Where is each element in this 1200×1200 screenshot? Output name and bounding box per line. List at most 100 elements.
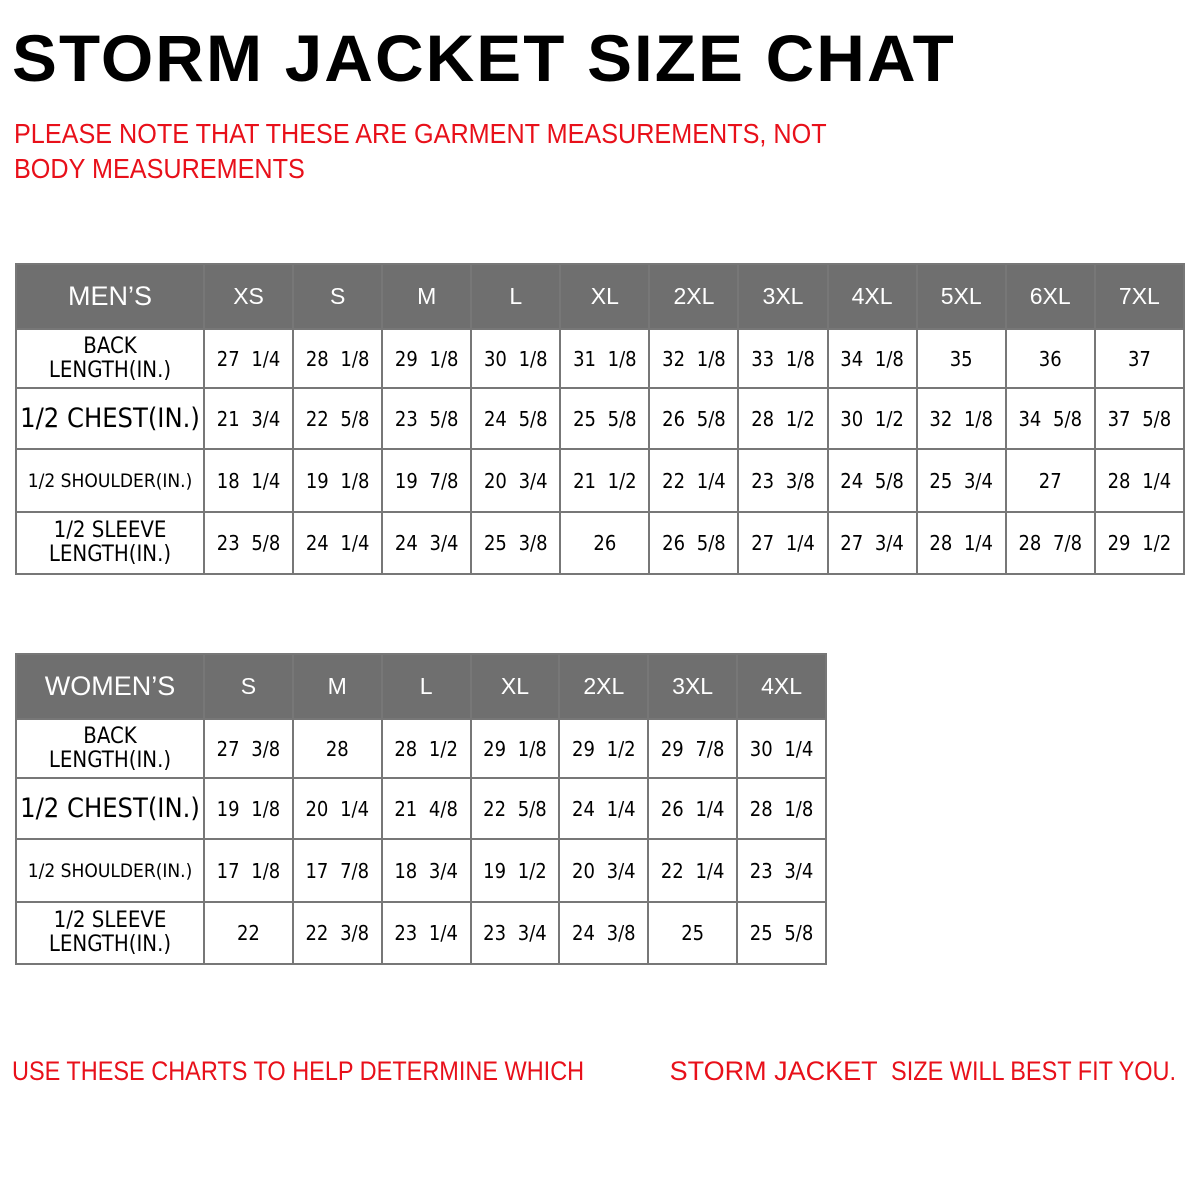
measurement-label: 1/2 SLEEVE LENGTH(IN.)	[15, 901, 205, 965]
measurement-value: 32 1/8	[915, 387, 1007, 450]
measurement-label: 1/2 SHOULDER(IN.)	[15, 448, 205, 513]
measurement-value: 34 5/8	[1004, 387, 1096, 450]
measurement-label: 1/2 CHEST(IN.)	[15, 777, 205, 840]
measurement-value: 27 1/4	[202, 328, 295, 389]
measurement-value: 28 7/8	[1004, 511, 1096, 575]
size-header: S	[203, 653, 294, 720]
measurement-value: 23 3/8	[737, 448, 829, 513]
table-corner-label: WOMEN’S	[15, 653, 205, 720]
size-header: 2XL	[558, 653, 650, 720]
table-row: 1/2 SLEEVE LENGTH(IN.) 22 22 3/8 23 1/4 23 3…	[15, 901, 827, 965]
size-header: XL	[559, 263, 651, 330]
measurement-value: 26	[559, 511, 651, 575]
measurement-value: 18 3/4	[380, 838, 472, 903]
measurement-value: 26 5/8	[648, 511, 740, 575]
table-row: 1/2 CHEST(IN.) 19 1/8 20 1/4 21 4/8 22 5/8 24…	[15, 777, 827, 840]
measurement-value: 24 3/8	[558, 901, 650, 965]
size-header: XL	[469, 653, 561, 720]
measurement-value: 29 7/8	[647, 718, 739, 779]
footer-text-end: SIZE WILL BEST FIT YOU.	[877, 1056, 1176, 1086]
measurement-value: 28	[291, 718, 383, 779]
measurement-value: 19 1/2	[469, 838, 561, 903]
measurement-value: 27 3/4	[826, 511, 918, 575]
measurement-value: 29 1/8	[381, 328, 473, 389]
measurement-label: 1/2 SHOULDER(IN.)	[15, 838, 205, 903]
table-row: 1/2 CHEST(IN.) 21 3/4 22 5/8 23 5/8 24 5/8 25…	[15, 387, 1186, 450]
measurement-value: 24 1/4	[292, 511, 384, 575]
measurement-value: 37 5/8	[1093, 387, 1186, 450]
measurement-value: 29 1/2	[1093, 511, 1186, 575]
measurement-value: 26 1/4	[647, 777, 739, 840]
measurement-value: 19 7/8	[381, 448, 473, 513]
measurement-value: 22	[203, 901, 294, 965]
measurement-value: 18 1/4	[202, 448, 295, 513]
measurement-label: BACK LENGTH(IN.)	[15, 328, 205, 389]
measurement-value: 28 1/4	[1093, 448, 1186, 513]
header-row: MEN’S XS S M L XL 2XL 3XL 4XL 5XL 6XL 7XL	[15, 263, 1186, 330]
measurement-value: 25 3/8	[470, 511, 562, 575]
mens-size-table: MEN’S XS S M L XL 2XL 3XL 4XL 5XL 6XL 7XL BACK LENGT…	[15, 263, 1186, 575]
measurement-value: 22 1/4	[648, 448, 740, 513]
footer-text-start: USE THESE CHARTS TO HELP DETERMINE WHICH	[12, 1056, 585, 1086]
measurement-value: 21 3/4	[202, 387, 295, 450]
measurement-label: BACK LENGTH(IN.)	[15, 718, 205, 779]
measurement-value: 34 1/8	[826, 328, 918, 389]
womens-size-table: WOMEN’S S M L XL 2XL 3XL 4XL BACK LENGTH(IN.) 27 …	[15, 653, 827, 965]
measurement-value: 26 5/8	[648, 387, 740, 450]
measurement-value: 30 1/8	[470, 328, 562, 389]
measurement-value: 22 3/8	[291, 901, 383, 965]
size-header: M	[291, 653, 383, 720]
measurement-value: 23 5/8	[381, 387, 473, 450]
size-header: 3XL	[647, 653, 739, 720]
measurement-value: 29 1/2	[558, 718, 650, 779]
size-header: 6XL	[1004, 263, 1096, 330]
measurement-value: 28 1/8	[292, 328, 384, 389]
size-header: L	[380, 653, 472, 720]
size-header: 4XL	[736, 653, 827, 720]
size-header: 3XL	[737, 263, 829, 330]
measurement-value: 33 1/8	[737, 328, 829, 389]
measurement-value: 22 5/8	[292, 387, 384, 450]
page-title: STORM JACKET SIZE CHAT	[12, 21, 956, 95]
measurement-value: 20 1/4	[291, 777, 383, 840]
size-header: 5XL	[915, 263, 1007, 330]
measurement-value: 30 1/4	[736, 718, 827, 779]
size-header: 2XL	[648, 263, 740, 330]
table-corner-label: MEN’S	[15, 263, 205, 330]
measurement-value: 24 5/8	[470, 387, 562, 450]
measurement-value: 21 1/2	[559, 448, 651, 513]
size-header: L	[470, 263, 562, 330]
measurement-value: 25 3/4	[915, 448, 1007, 513]
measurement-value: 25 5/8	[559, 387, 651, 450]
measurement-value: 23 1/4	[380, 901, 472, 965]
measurement-value: 28 1/4	[915, 511, 1007, 575]
measurement-value: 32 1/8	[648, 328, 740, 389]
measurement-value: 22 5/8	[469, 777, 561, 840]
measurement-value: 20 3/4	[558, 838, 650, 903]
footer-product-name: STORM JACKET	[669, 1056, 878, 1086]
measurement-value: 20 3/4	[470, 448, 562, 513]
table-row: BACK LENGTH(IN.) 27 3/8 28 28 1/2 29 1/8 29 1…	[15, 718, 827, 779]
table-row: 1/2 SHOULDER(IN.) 18 1/4 19 1/8 19 7/8 20 3/…	[15, 448, 1186, 513]
measurement-label: 1/2 CHEST(IN.)	[15, 387, 205, 450]
measurement-value: 24 1/4	[558, 777, 650, 840]
size-header: XS	[202, 263, 295, 330]
measurement-value: 30 1/2	[826, 387, 918, 450]
size-header: 7XL	[1093, 263, 1186, 330]
measurement-value: 37	[1093, 328, 1186, 389]
size-header: S	[292, 263, 384, 330]
size-header: 4XL	[826, 263, 918, 330]
measurement-value: 17 7/8	[291, 838, 383, 903]
footer-instruction: USE THESE CHARTS TO HELP DETERMINE WHICH…	[12, 1056, 1200, 1087]
measurement-value: 29 1/8	[469, 718, 561, 779]
measurement-value: 27 3/8	[203, 718, 294, 779]
table-row: BACK LENGTH(IN.) 27 1/4 28 1/8 29 1/8 30 1/8…	[15, 328, 1186, 389]
measurement-value: 19 1/8	[292, 448, 384, 513]
measurement-value: 27 1/4	[737, 511, 829, 575]
garment-measurement-note: PLEASE NOTE THAT THESE ARE GARMENT MEASU…	[14, 118, 827, 184]
measurement-value: 28 1/8	[736, 777, 827, 840]
measurement-value: 28 1/2	[380, 718, 472, 779]
size-header: M	[381, 263, 473, 330]
measurement-value: 27	[1004, 448, 1096, 513]
table-row: 1/2 SHOULDER(IN.) 17 1/8 17 7/8 18 3/4 19 1/…	[15, 838, 827, 903]
